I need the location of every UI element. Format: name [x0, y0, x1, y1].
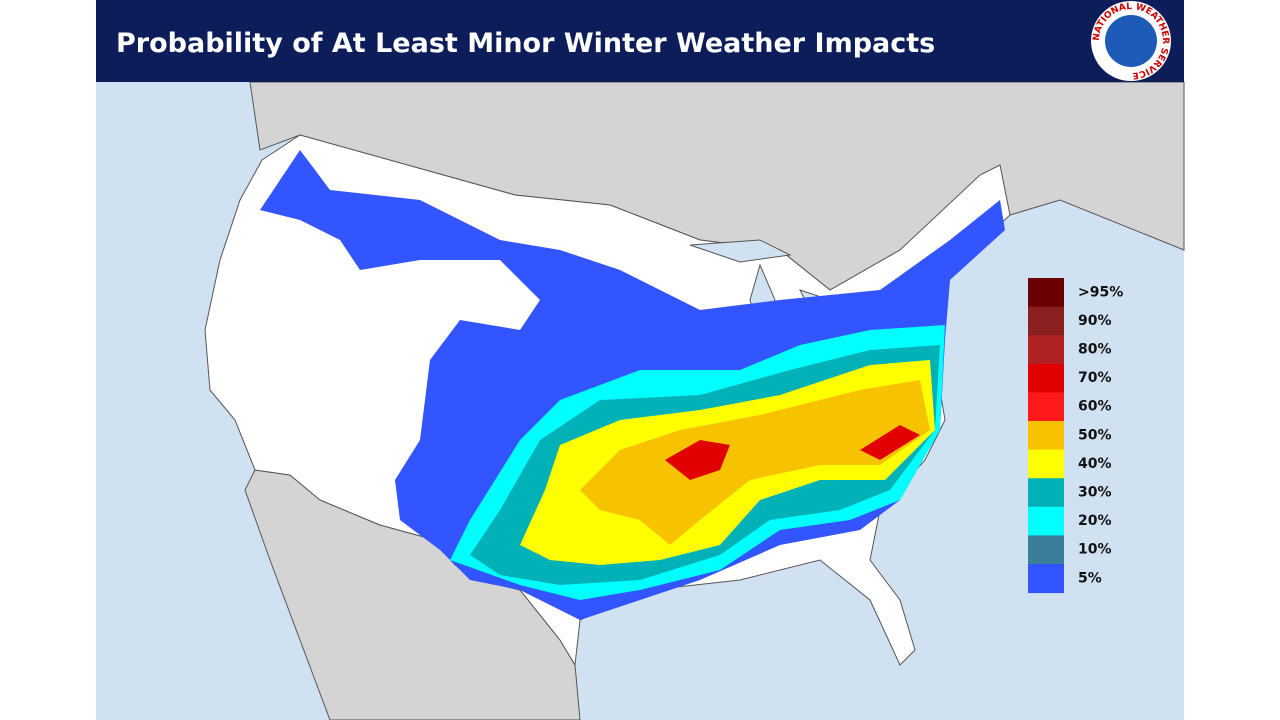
legend-swatch	[1028, 506, 1064, 536]
legend-swatch	[1028, 535, 1064, 565]
legend-label: 10%	[1078, 542, 1112, 558]
legend-swatch	[1028, 564, 1064, 594]
legend-swatch	[1028, 421, 1064, 451]
legend-swatch	[1028, 335, 1064, 365]
legend: >95% 90% 80% 70% 60% 50% 40% 30% 20% 10% 5%	[1028, 278, 1123, 594]
shade-70	[665, 425, 920, 480]
legend-swatch	[1028, 278, 1064, 308]
legend-label: 70%	[1078, 370, 1112, 386]
legend-swatch	[1028, 449, 1064, 479]
legend-label: 80%	[1078, 342, 1112, 358]
legend-label: 90%	[1078, 313, 1112, 329]
header-bar	[96, 0, 1184, 82]
title: Probability of At Least Minor Winter Wea…	[116, 28, 935, 59]
legend-label: 5%	[1078, 570, 1102, 586]
shade-50	[580, 380, 930, 545]
legend-label: 30%	[1078, 485, 1112, 501]
legend-label: 60%	[1078, 399, 1112, 415]
logo-center	[1105, 15, 1157, 67]
legend-label: 20%	[1078, 513, 1112, 529]
legend-swatch	[1028, 478, 1064, 508]
legend-swatch	[1028, 306, 1064, 336]
legend-swatch	[1028, 363, 1064, 393]
legend-swatch	[1028, 392, 1064, 422]
legend-label: 50%	[1078, 427, 1112, 443]
nws-logo: NATIONAL WEATHER SERVICE	[1091, 1, 1171, 81]
legend-label: 40%	[1078, 456, 1112, 472]
legend-label: >95%	[1078, 284, 1123, 300]
